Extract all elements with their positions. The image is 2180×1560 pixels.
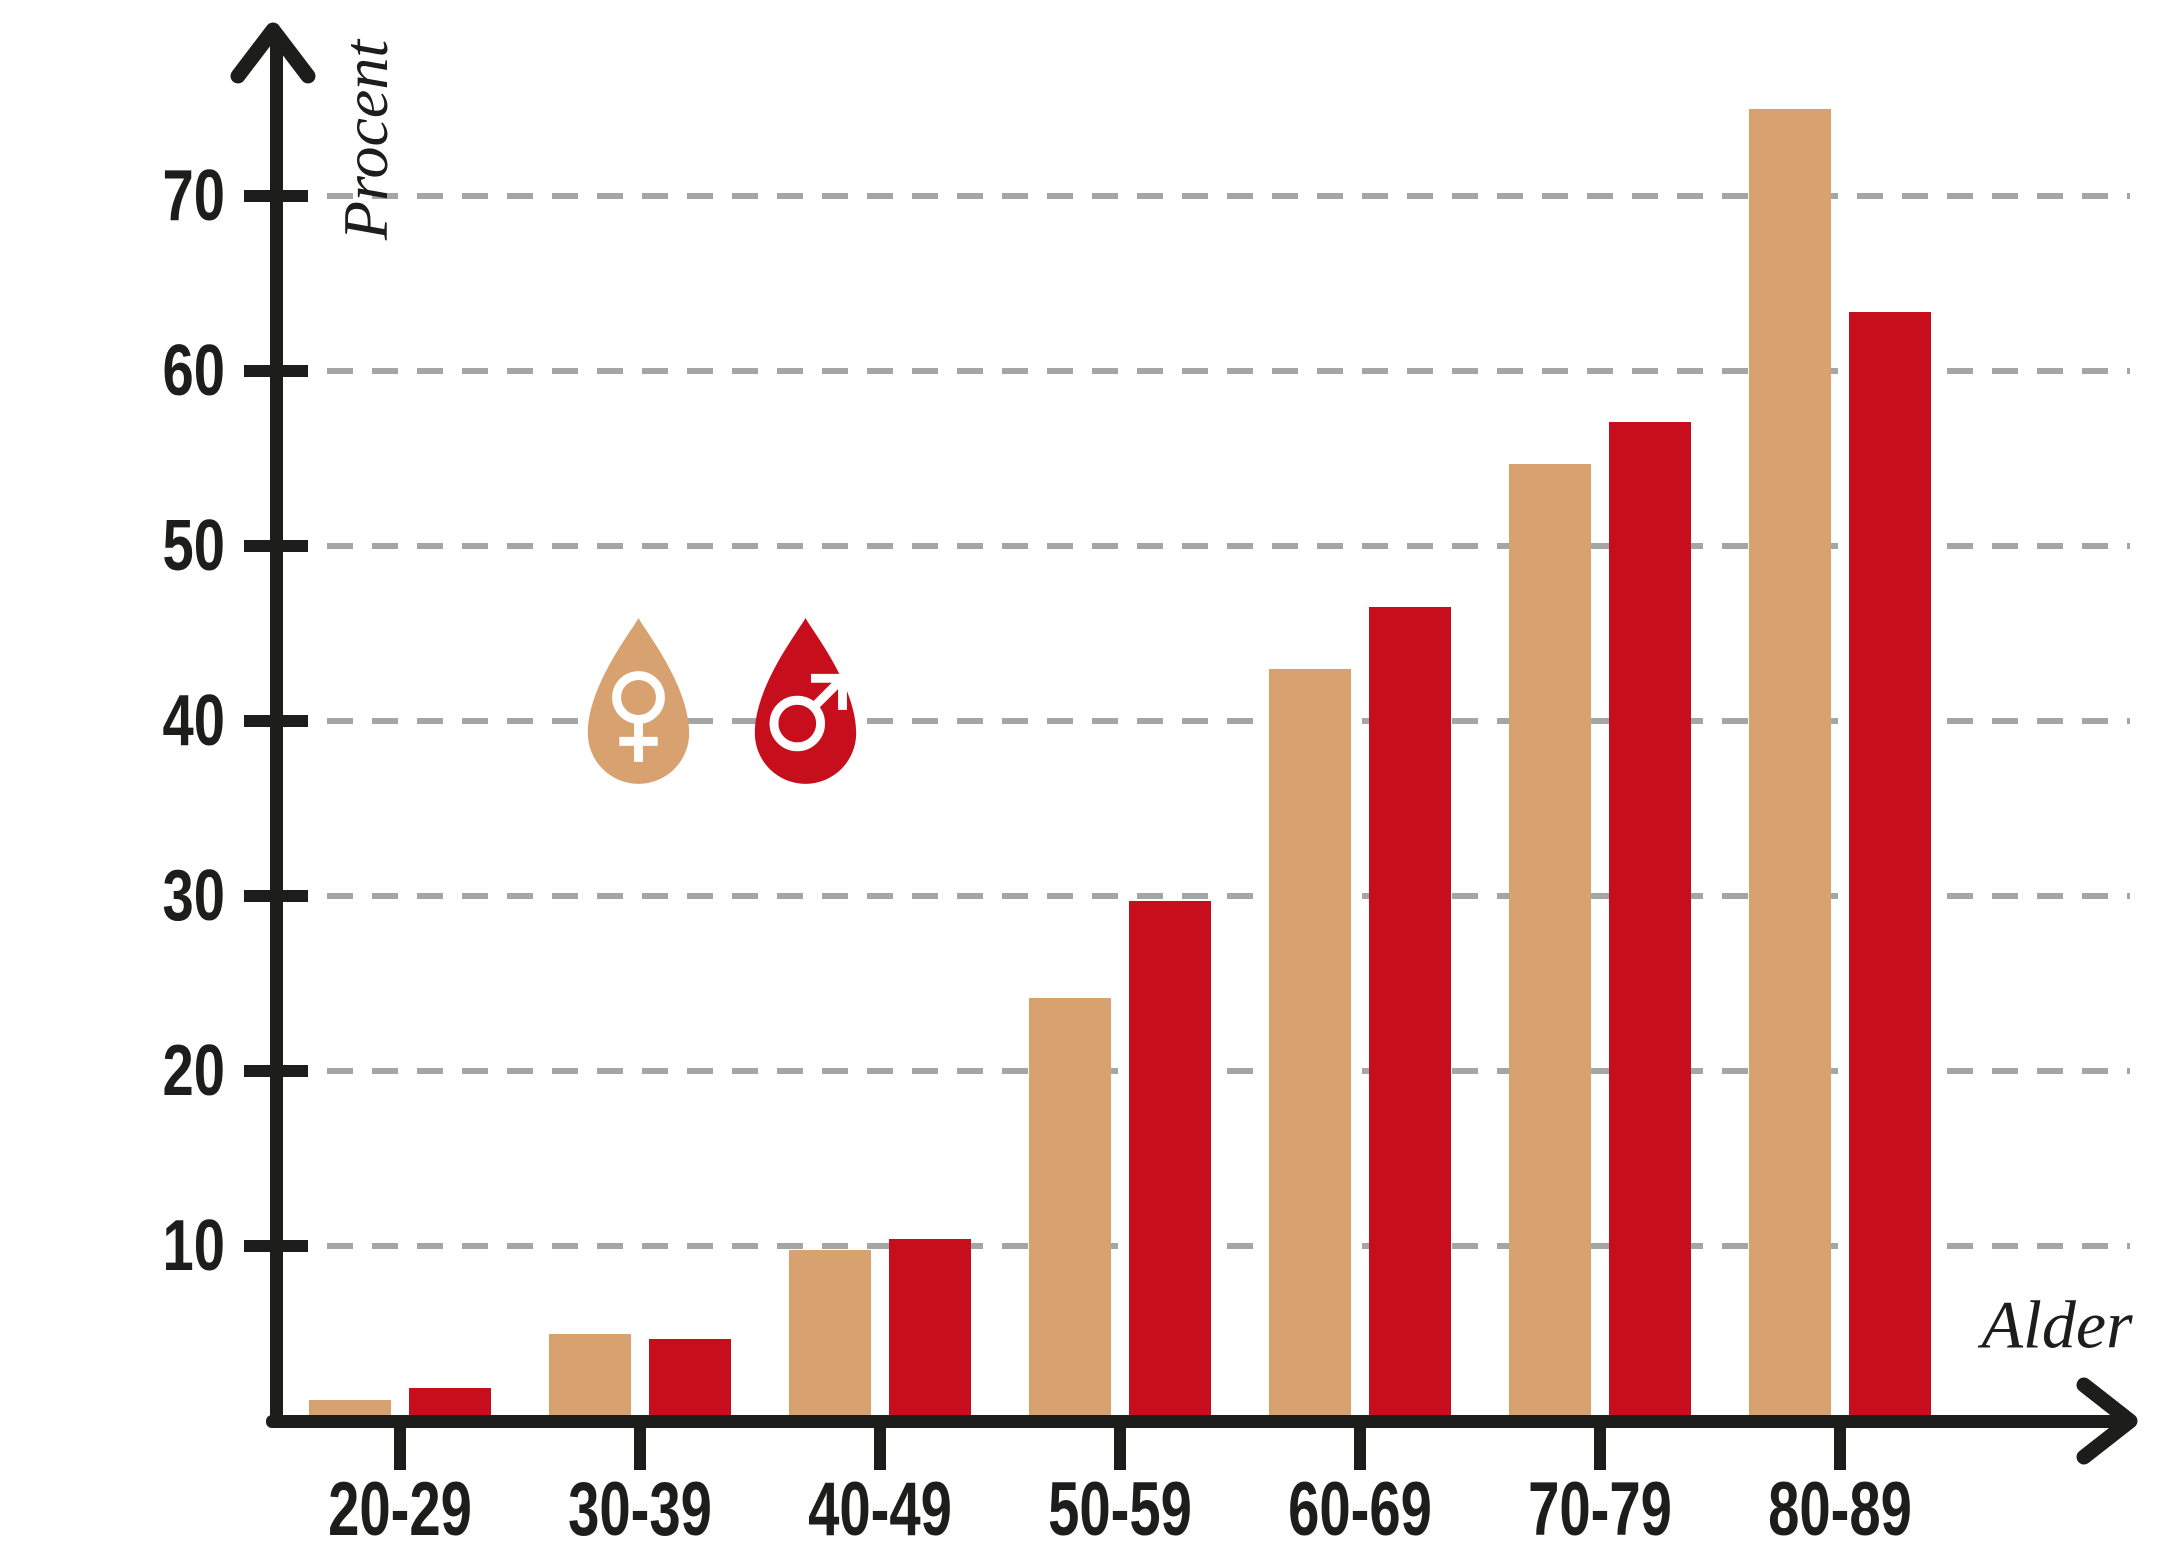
female-bar	[1749, 108, 1831, 1424]
male-bar	[1369, 607, 1451, 1424]
y-axis-arrow-icon	[230, 22, 316, 84]
female-bar	[789, 1249, 871, 1424]
female-bar	[1509, 463, 1591, 1424]
male-bar	[1609, 421, 1691, 1424]
x-tick-label: 20-29	[328, 1467, 472, 1552]
female-bar	[549, 1333, 631, 1424]
x-tick-mark	[1834, 1424, 1846, 1470]
y-tick-mark	[244, 715, 308, 727]
male-bar	[889, 1239, 971, 1424]
y-tick-mark	[244, 365, 308, 377]
male-gender-icon	[769, 673, 847, 752]
y-tick-label: 40	[162, 681, 225, 761]
male-bar	[1849, 311, 1931, 1424]
y-tick-mark	[244, 890, 308, 902]
x-tick-mark	[1594, 1424, 1606, 1470]
y-tick-label: 30	[162, 856, 225, 936]
y-tick-mark	[244, 540, 308, 552]
x-tick-mark	[394, 1424, 406, 1470]
gridline	[282, 543, 2130, 549]
y-axis-line	[270, 38, 283, 1428]
x-tick-label: 80-89	[1768, 1467, 1912, 1552]
y-tick-mark	[244, 1240, 308, 1252]
x-tick-mark	[1114, 1424, 1126, 1470]
male-drop-icon	[754, 618, 857, 784]
x-axis-line	[266, 1415, 2124, 1428]
gridline	[282, 893, 2130, 899]
x-axis-arrow-icon	[2076, 1377, 2138, 1465]
female-gender-icon	[612, 671, 665, 762]
x-tick-mark	[1354, 1424, 1366, 1470]
y-tick-mark	[244, 190, 308, 202]
gridline	[282, 718, 2130, 724]
x-tick-label: 70-79	[1528, 1467, 1672, 1552]
y-tick-mark	[244, 1065, 308, 1077]
x-tick-label: 30-39	[568, 1467, 712, 1552]
x-tick-label: 60-69	[1288, 1467, 1432, 1552]
gridline	[282, 368, 2130, 374]
x-tick-label: 40-49	[808, 1467, 952, 1552]
y-axis-title: Procent	[330, 39, 401, 241]
female-bar	[1269, 668, 1351, 1424]
y-tick-label: 60	[162, 331, 225, 411]
x-tick-mark	[634, 1424, 646, 1470]
male-bar	[649, 1338, 731, 1424]
gridline	[282, 193, 2130, 199]
x-tick-label: 50-59	[1048, 1467, 1192, 1552]
y-tick-label: 50	[162, 506, 225, 586]
y-tick-label: 20	[162, 1031, 225, 1111]
female-bar	[1029, 997, 1111, 1424]
female-drop-icon	[587, 618, 690, 784]
y-tick-label: 70	[162, 156, 225, 236]
x-axis-title: Alder	[1981, 1286, 2133, 1363]
x-tick-mark	[874, 1424, 886, 1470]
male-bar	[1129, 901, 1211, 1424]
y-tick-label: 10	[162, 1206, 225, 1286]
